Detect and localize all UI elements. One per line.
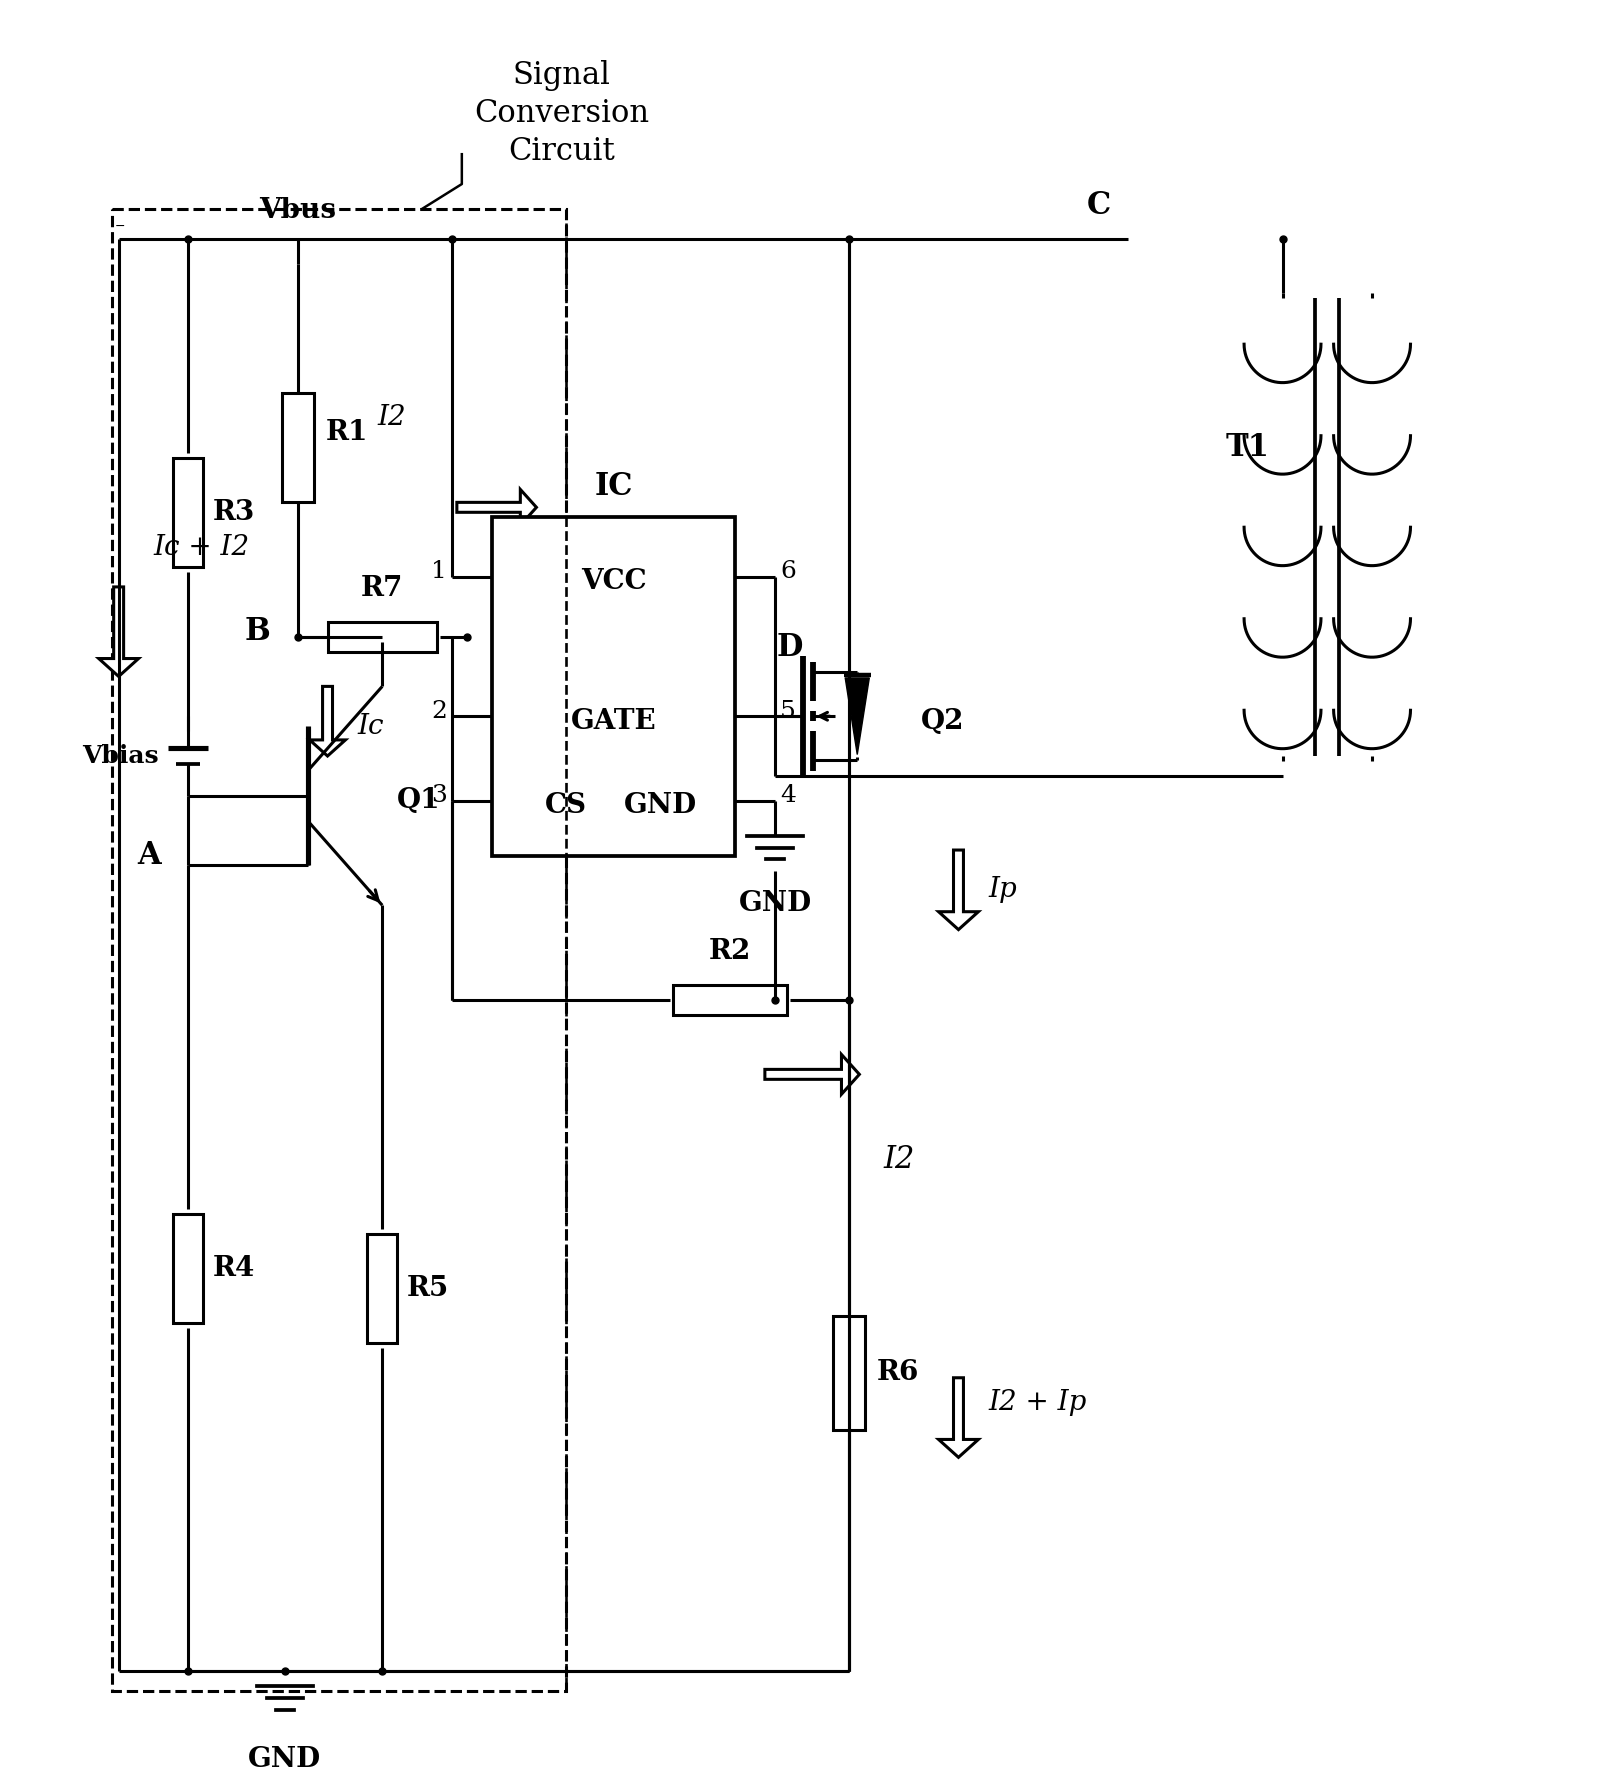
Text: T1: T1 [1225, 432, 1269, 462]
Text: R5: R5 [407, 1275, 450, 1301]
Text: GND: GND [625, 793, 698, 820]
Polygon shape [456, 489, 537, 525]
Text: Vbias: Vbias [81, 743, 159, 768]
Text: Ic: Ic [357, 713, 385, 740]
Bar [833, 1316, 865, 1430]
Text: Signal
Conversion
Circuit: Signal Conversion Circuit [474, 60, 649, 167]
Text: 1: 1 [432, 560, 446, 583]
Text: B: B [243, 617, 269, 647]
Polygon shape [846, 677, 870, 754]
Text: Ic + I2: Ic + I2 [154, 533, 250, 560]
Text: D: D [777, 631, 803, 663]
Text: C: C [1086, 190, 1110, 220]
Text: R7: R7 [360, 574, 404, 601]
Text: 2: 2 [432, 701, 446, 724]
Polygon shape [310, 686, 346, 756]
Text: R1: R1 [326, 420, 368, 446]
Polygon shape [764, 1054, 859, 1093]
Text: I2 + Ip: I2 + Ip [988, 1389, 1087, 1415]
Bar [174, 457, 203, 567]
Text: Q2: Q2 [920, 708, 964, 734]
Text: GATE: GATE [571, 708, 656, 734]
Text: GND: GND [738, 891, 812, 917]
Text: A: A [136, 839, 161, 871]
Polygon shape [938, 850, 979, 930]
Text: −: − [114, 220, 125, 233]
Text: CS: CS [545, 793, 588, 820]
Polygon shape [99, 587, 138, 676]
Text: Vbus: Vbus [260, 197, 336, 224]
Text: I2: I2 [377, 404, 406, 432]
Text: Q1: Q1 [398, 788, 441, 814]
Text: GND: GND [248, 1746, 321, 1773]
Text: IC: IC [594, 471, 633, 503]
Text: R2: R2 [709, 939, 751, 965]
Text: 4: 4 [781, 784, 795, 807]
Bar [367, 1234, 398, 1342]
Bar [674, 985, 787, 1015]
Bar [282, 393, 313, 503]
Text: Ip: Ip [988, 877, 1018, 903]
Text: R4: R4 [213, 1255, 255, 1282]
Text: 3: 3 [432, 784, 446, 807]
Text: 6: 6 [781, 560, 795, 583]
Text: R3: R3 [213, 500, 255, 526]
Polygon shape [938, 1378, 979, 1458]
Bar [112, 208, 566, 1691]
Text: VCC: VCC [581, 569, 646, 596]
Bar [174, 1214, 203, 1323]
Text: I2: I2 [883, 1143, 915, 1175]
Bar [492, 517, 735, 855]
Text: R6: R6 [876, 1360, 919, 1387]
Text: 5: 5 [781, 701, 795, 724]
Bar [328, 622, 437, 651]
